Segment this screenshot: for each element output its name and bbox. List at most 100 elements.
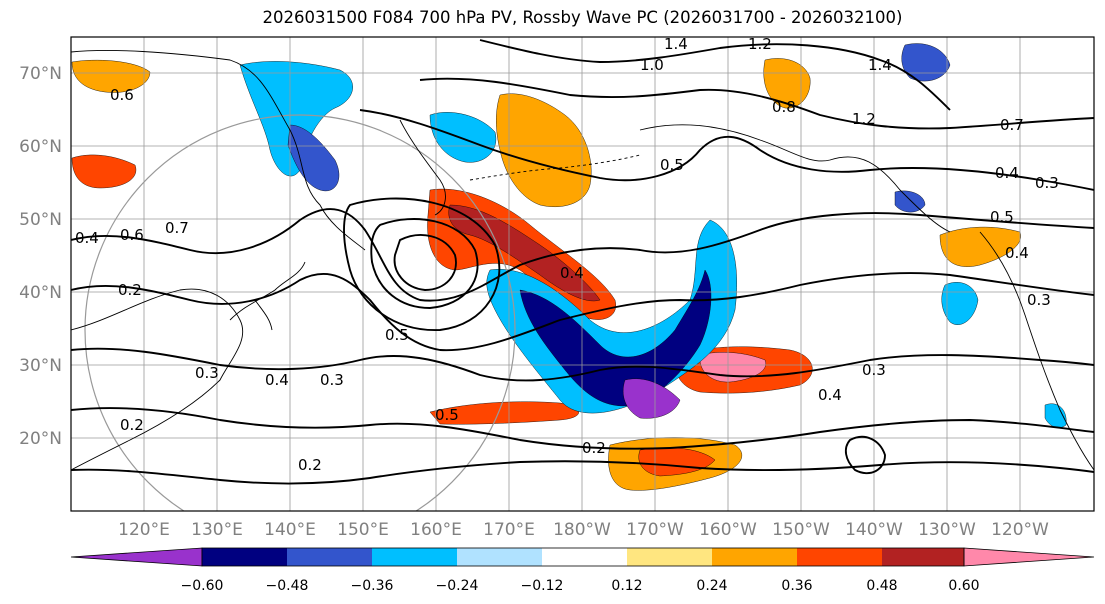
contour-label: 0.6: [120, 226, 144, 244]
contour-label: 0.4: [75, 229, 99, 247]
contour-label: 0.3: [195, 364, 219, 382]
contour-label: 0.4: [995, 164, 1019, 182]
colorbar: −0.60 −0.48 −0.36 −0.24 −0.12 0.12 0.24 …: [70, 547, 1095, 594]
lon-label-150e: 150°E: [337, 520, 389, 540]
latitude-labels: 20°N 30°N 40°N 50°N 60°N 70°N: [19, 64, 62, 449]
contour-line: [71, 208, 1094, 302]
contour-label: 0.5: [385, 326, 409, 344]
contour-layer: [71, 39, 1094, 485]
coastline-asia: [71, 50, 366, 471]
anomaly-negative-arctic-east: [901, 43, 951, 82]
lat-label-20n: 20°N: [19, 429, 62, 449]
map-title: 2026031500 F084 700 hPa PV, Rossby Wave …: [262, 8, 903, 27]
contour-label: 0.3: [320, 371, 344, 389]
colorbar-tick: 0.12: [611, 578, 642, 594]
contour-line: [419, 77, 1094, 130]
colorbar-tick: −0.12: [521, 578, 564, 594]
contour-label: 0.4: [818, 386, 842, 404]
contour-line: [359, 109, 1094, 191]
anomaly-positive-tropics-core: [638, 447, 716, 477]
lat-label-30n: 30°N: [19, 356, 62, 376]
contour-line-low: [370, 218, 479, 309]
lon-label-170w: 170°W: [626, 520, 684, 540]
graticule: [71, 37, 1094, 511]
colorbar-swatch: [712, 548, 797, 566]
colorbar-extend-max: [963, 547, 1095, 567]
contour-label: 1.2: [748, 35, 772, 53]
colorbar-extend-min: [70, 547, 203, 567]
contour-label: 0.2: [118, 281, 142, 299]
colorbar-tick: 0.48: [866, 578, 897, 594]
contour-line-low: [393, 234, 457, 291]
coastline-kamchatka: [399, 119, 446, 216]
contour-label: 0.3: [862, 361, 886, 379]
colorbar-swatch: [287, 548, 372, 566]
contour-label: 1.2: [852, 110, 876, 128]
anomaly-positive-east-coast: [939, 226, 1021, 267]
coastline-north-america: [979, 231, 1094, 471]
contour-labels: 1.4 1.2 1.0 1.4 1.2 0.8 0.7 0.6 0.5 0.4 …: [75, 35, 1059, 474]
lat-label-40n: 40°N: [19, 283, 62, 303]
colorbar-swatch: [882, 548, 964, 566]
contour-line-small: [844, 435, 886, 475]
coastline-aleutians: [469, 154, 641, 181]
anomaly-positive-gulf: [763, 58, 811, 109]
contour-label: 0.2: [298, 456, 322, 474]
colorbar-tick: −0.48: [266, 578, 309, 594]
lon-label-150w: 150°W: [772, 520, 830, 540]
colorbar-frame: [201, 547, 965, 567]
contour-label: 0.2: [582, 439, 606, 457]
colorbar-swatch: [797, 548, 882, 566]
longitude-labels: 120°E 130°E 140°E 150°E 160°E 170°E 180°…: [118, 520, 1049, 540]
lat-label-60n: 60°N: [19, 137, 62, 157]
contour-label: 0.5: [990, 208, 1014, 226]
anomaly-negative-gulf-small: [894, 190, 926, 213]
lat-label-50n: 50°N: [19, 210, 62, 230]
coastline-alaska: [639, 124, 951, 233]
colorbar-tick: 0.24: [696, 578, 727, 594]
lon-label-130w: 130°W: [918, 520, 976, 540]
colorbar-swatch: [627, 548, 712, 566]
anomaly-negative-east: [941, 282, 979, 325]
lon-label-120e: 120°E: [118, 520, 170, 540]
colorbar-tick: −0.24: [436, 578, 479, 594]
contour-label: 0.7: [165, 219, 189, 237]
lon-label-130e: 130°E: [191, 520, 243, 540]
contour-line: [71, 272, 1094, 352]
contour-line: [479, 39, 951, 111]
lon-label-120w: 120°W: [991, 520, 1049, 540]
anomaly-positive-far-west-north: [71, 59, 151, 93]
anomaly-negative-west-coast: [1044, 403, 1067, 428]
contour-label: 0.4: [560, 264, 584, 282]
contour-label: 0.5: [435, 406, 459, 424]
colorbar-tick: 0.60: [948, 578, 979, 594]
contour-label: 0.3: [1027, 291, 1051, 309]
contour-line: [71, 347, 1094, 382]
contour-label: 0.4: [1005, 244, 1029, 262]
contour-label: 0.8: [772, 98, 796, 116]
anomaly-negative-central-min: [622, 378, 681, 419]
anomaly-positive-west-edge: [71, 154, 137, 189]
colorbar-tick: −0.36: [351, 578, 394, 594]
anomaly-positive-band: [429, 401, 579, 425]
contour-label: 0.5: [660, 156, 684, 174]
contour-line-low: [343, 197, 501, 331]
lon-label-180w: 180°W: [553, 520, 611, 540]
contour-label: 1.0: [640, 56, 664, 74]
colorbar-swatch: [542, 548, 627, 566]
lon-label-140w: 140°W: [845, 520, 903, 540]
coastline-japan: [229, 261, 306, 331]
range-circle: [84, 114, 516, 511]
anomaly-negative-bering: [429, 112, 497, 163]
colorbar-swatch: [372, 548, 457, 566]
contour-label: 0.6: [110, 86, 134, 104]
lon-label-160e: 160°E: [410, 520, 462, 540]
colorbar-swatch: [202, 548, 287, 566]
contour-label: 1.4: [664, 35, 688, 53]
contour-label: 0.3: [1035, 174, 1059, 192]
lon-label-140e: 140°E: [264, 520, 316, 540]
contour-line: [71, 460, 1094, 485]
colorbar-tick: −0.60: [181, 578, 224, 594]
lon-label-160w: 160°W: [699, 520, 757, 540]
